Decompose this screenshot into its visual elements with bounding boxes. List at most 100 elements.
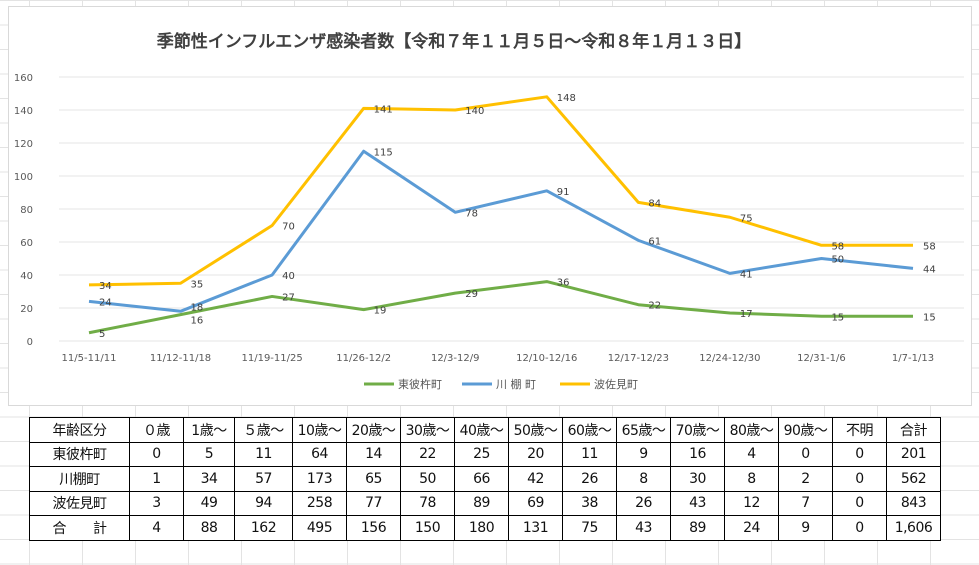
x-tick-label: 12/17-12/23 <box>608 353 669 364</box>
x-tick-label: 1/7-1/13 <box>892 353 934 364</box>
table-cell: 78 <box>400 490 455 516</box>
table-cell: 25 <box>454 441 509 467</box>
table-cell: 7 <box>778 490 833 516</box>
x-tick-label: 11/12-11/18 <box>150 353 211 364</box>
x-tick-label: 11/5-11/11 <box>62 353 117 364</box>
table-cell: 0 <box>832 441 887 467</box>
y-tick-label: 60 <box>20 238 33 249</box>
table-cell: 50 <box>400 466 455 492</box>
x-tick-label: 11/19-11/25 <box>241 353 302 364</box>
table-cell: 11 <box>234 441 293 467</box>
table-cell: 77 <box>346 490 401 516</box>
table-cell: 50歳～ <box>508 417 563 443</box>
data-label: 58 <box>923 241 936 252</box>
data-label: 41 <box>740 269 753 280</box>
table-cell: 4 <box>724 441 779 467</box>
row-label-cell: 川棚町 <box>29 466 130 492</box>
table-cell: 3 <box>129 490 184 516</box>
data-label: 27 <box>282 292 295 303</box>
table-cell: ０歳 <box>129 417 184 443</box>
data-label: 61 <box>648 236 661 247</box>
table-cell: 0 <box>778 441 833 467</box>
table-cell: 20歳～ <box>346 417 401 443</box>
table-cell: ５歳～ <box>234 417 293 443</box>
table-header-row: 年齢区分 ０歳 1歳～ ５歳～ 10歳～ 20歳～ 30歳～ 40歳～ 50歳～ 60歳～ 65歳～… <box>29 417 941 443</box>
data-label: 18 <box>191 302 204 313</box>
table-cell: 8 <box>616 466 671 492</box>
table-cell: 30 <box>670 466 725 492</box>
legend-entry: 東彼杵町 <box>398 377 442 391</box>
y-tick-label: 100 <box>14 172 33 183</box>
y-tick-label: 80 <box>20 205 33 216</box>
data-label: 78 <box>465 208 478 219</box>
table-cell: 16 <box>670 441 725 467</box>
data-label: 91 <box>557 187 570 198</box>
table-cell: 201 <box>886 441 941 467</box>
y-tick-label: 160 <box>14 73 33 84</box>
table-cell: 11 <box>562 441 617 467</box>
table-cell: 9 <box>778 515 833 541</box>
x-tick-label: 12/10-12/16 <box>516 353 577 364</box>
table-row: 東彼杵町 0 5 11 64 14 22 25 20 11 9 16 4 0 0 201 <box>29 441 941 467</box>
line-chart: 季節性インフルエンザ感染者数【令和７年１１月５日～令和８年１月１３日】 0 20 40… <box>14 31 964 391</box>
table-cell: 合計 <box>886 417 941 443</box>
table-cell: 562 <box>886 466 941 492</box>
y-tick-label: 20 <box>20 304 33 315</box>
table-cell: 43 <box>616 515 671 541</box>
table-cell: 180 <box>454 515 509 541</box>
table-cell: 22 <box>400 441 455 467</box>
data-label: 58 <box>831 241 844 252</box>
table-cell: 20 <box>508 441 563 467</box>
legend-entry: 波佐見町 <box>594 377 638 391</box>
table-cell: 0 <box>129 441 184 467</box>
table-row: 合 計 4 88 162 495 156 150 180 131 75 43 89 24 9 0 1,606 <box>29 515 941 541</box>
y-tick-label: 0 <box>27 337 33 348</box>
row-label-cell: 波佐見町 <box>29 490 130 516</box>
data-label: 34 <box>99 281 112 292</box>
table-cell: 0 <box>832 466 887 492</box>
table-cell: 89 <box>670 515 725 541</box>
table-cell: 26 <box>562 466 617 492</box>
table-cell: 64 <box>292 441 347 467</box>
data-label: 115 <box>374 147 393 158</box>
table-cell: 24 <box>724 515 779 541</box>
row-label-cell: 東彼杵町 <box>29 441 130 467</box>
series-line <box>88 149 914 313</box>
table-cell: 4 <box>129 515 184 541</box>
table-cell: 10歳～ <box>292 417 347 443</box>
data-label: 44 <box>923 264 936 275</box>
table-cell: 94 <box>234 490 293 516</box>
data-label: 40 <box>282 271 295 282</box>
x-tick-label: 12/31-1/6 <box>797 353 846 364</box>
table-cell: 8 <box>724 466 779 492</box>
data-label: 50 <box>831 255 844 266</box>
table-cell: 843 <box>886 490 941 516</box>
table-cell: 150 <box>400 515 455 541</box>
table-cell: 90歳～ <box>778 417 833 443</box>
data-label: 35 <box>191 279 204 290</box>
x-tick-label: 12/3-12/9 <box>431 353 480 364</box>
data-label: 36 <box>557 278 570 289</box>
table-cell: 12 <box>724 490 779 516</box>
data-label: 15 <box>923 312 936 323</box>
row-label-cell: 合 計 <box>29 515 130 541</box>
data-label: 17 <box>740 309 753 320</box>
data-label: 5 <box>99 329 105 340</box>
x-tick-label: 12/24-12/30 <box>699 353 760 364</box>
table-row: 波佐見町 3 49 94 258 77 78 89 69 38 26 43 12 7 0 843 <box>29 490 941 516</box>
table-cell: 1 <box>129 466 184 492</box>
y-tick-label: 40 <box>20 271 33 282</box>
table-cell: 9 <box>616 441 671 467</box>
table-cell: 162 <box>234 515 293 541</box>
table-cell: 131 <box>508 515 563 541</box>
row-label-cell: 年齢区分 <box>29 417 130 443</box>
table-cell: 88 <box>183 515 235 541</box>
y-tick-label: 140 <box>14 106 33 117</box>
table-cell: 66 <box>454 466 509 492</box>
table-cell: 0 <box>832 490 887 516</box>
age-group-table: 年齢区分 ０歳 1歳～ ５歳～ 10歳～ 20歳～ 30歳～ 40歳～ 50歳～ 60歳～ 65歳～… <box>29 417 941 541</box>
table-cell: 1歳～ <box>183 417 235 443</box>
data-label: 15 <box>831 312 844 323</box>
x-tick-label: 11/26-12/2 <box>336 353 391 364</box>
chart-title: 季節性インフルエンザ感染者数【令和７年１１月５日～令和８年１月１３日】 <box>157 31 752 52</box>
